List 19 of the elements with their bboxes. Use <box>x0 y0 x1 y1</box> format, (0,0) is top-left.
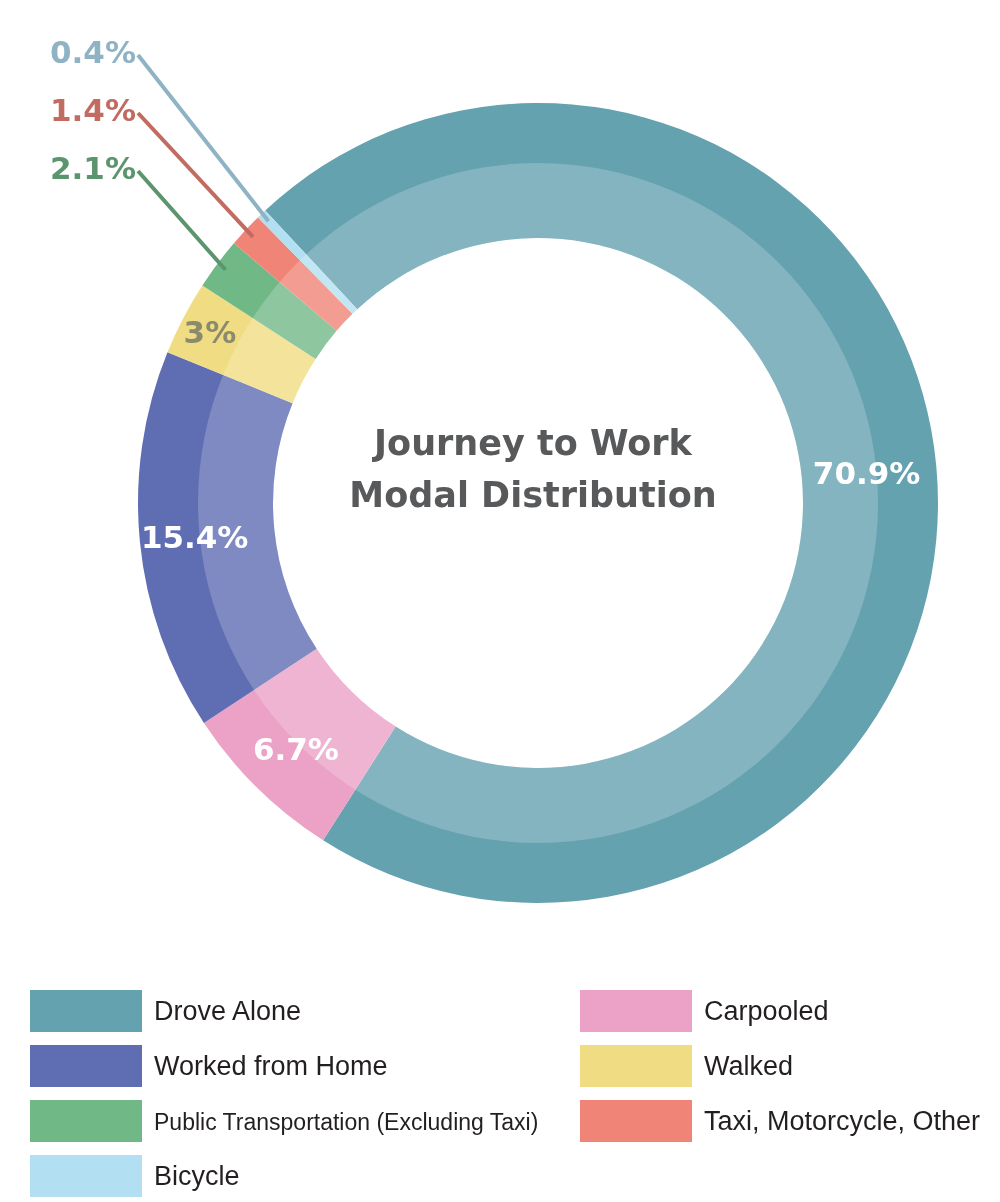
donut-slice <box>203 648 396 841</box>
data-label: 70.9% <box>812 454 921 491</box>
text: Journey to Work Modal Distribution <box>349 423 717 515</box>
legend-label: Public Transportation (Excluding Taxi) <box>154 1109 539 1135</box>
legend-label: Taxi, Motorcycle, Other <box>704 1106 981 1136</box>
donut-slice <box>167 285 316 404</box>
legend-label: Worked from Home <box>154 1051 388 1081</box>
data-label: 2.1% <box>50 150 136 186</box>
data-label: 3% <box>183 313 237 350</box>
data-label: 15.4% <box>140 518 249 555</box>
data-label: 0.4% <box>50 34 136 70</box>
donut-slice <box>257 210 358 314</box>
data-label: 6.7% <box>252 730 339 767</box>
legend-label: Bicycle <box>154 1161 240 1191</box>
legend-label: Drove Alone <box>154 996 302 1026</box>
legend-label: Carpooled <box>704 996 829 1026</box>
data-label: 1.4% <box>50 92 136 128</box>
legend-label: Walked <box>704 1051 794 1081</box>
donut-slice <box>138 352 317 723</box>
